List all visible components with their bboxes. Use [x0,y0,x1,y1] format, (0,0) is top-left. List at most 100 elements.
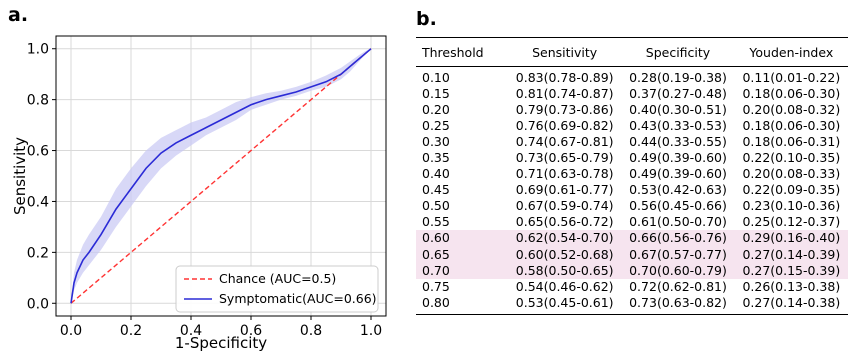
cell-sensitivity: 0.54(0.46-0.62) [508,279,621,295]
cell-specificity: 0.37(0.27-0.48) [621,86,734,102]
col-header-threshold: Threshold [416,38,508,67]
cell-threshold: 0.25 [416,118,508,134]
cell-sensitivity: 0.65(0.56-0.72) [508,214,621,230]
cell-sensitivity: 0.76(0.69-0.82) [508,118,621,134]
table-row: 0.10 0.83(0.78-0.89) 0.28(0.19-0.38) 0.11(0… [416,67,848,87]
cell-youden: 0.18(0.06-0.31) [735,134,848,150]
cell-sensitivity: 0.73(0.65-0.79) [508,150,621,166]
table-row: 0.75 0.54(0.46-0.62) 0.72(0.62-0.81) 0.26(0… [416,279,848,295]
table-row: 0.20 0.79(0.73-0.86) 0.40(0.30-0.51) 0.20(0… [416,102,848,118]
cell-threshold: 0.10 [416,67,508,87]
x-tick-label-1: 0.2 [120,323,142,339]
table-row: 0.25 0.76(0.69-0.82) 0.43(0.33-0.53) 0.18(0… [416,118,848,134]
y-tick-label-3: 0.6 [27,144,49,160]
x-tick-label-4: 0.8 [300,323,322,339]
cell-threshold: 0.75 [416,279,508,295]
cell-specificity: 0.28(0.19-0.38) [621,67,734,87]
legend: Chance (AUC=0.5) Symptomatic(AUC=0.66) [176,266,378,312]
cell-youden: 0.11(0.01-0.22) [735,67,848,87]
cell-sensitivity: 0.83(0.78-0.89) [508,67,621,87]
cell-threshold: 0.20 [416,102,508,118]
y-axis-title: Sensitivity [11,137,29,215]
table-row: 0.15 0.81(0.74-0.87) 0.37(0.27-0.48) 0.18(0… [416,86,848,102]
cell-specificity: 0.67(0.57-0.77) [621,247,734,263]
cell-specificity: 0.44(0.33-0.55) [621,134,734,150]
table-header-row: Threshold Sensitivity Specificity Youden… [416,38,848,67]
table-row: 0.65 0.60(0.52-0.68) 0.67(0.57-0.77) 0.27(0… [416,247,848,263]
cell-youden: 0.25(0.12-0.37) [735,214,848,230]
cell-specificity: 0.49(0.39-0.60) [621,166,734,182]
table-row: 0.55 0.65(0.56-0.72) 0.61(0.50-0.70) 0.25(0… [416,214,848,230]
x-axis-title: 1-Specificity [175,334,267,352]
cell-threshold: 0.40 [416,166,508,182]
cell-sensitivity: 0.81(0.74-0.87) [508,86,621,102]
cell-specificity: 0.70(0.60-0.79) [621,263,734,279]
cell-youden: 0.22(0.09-0.35) [735,182,848,198]
cell-sensitivity: 0.60(0.52-0.68) [508,247,621,263]
table-row: 0.50 0.67(0.59-0.74) 0.56(0.45-0.66) 0.23(0… [416,198,848,214]
legend-label-symptomatic: Symptomatic(AUC=0.66) [219,291,377,306]
cell-specificity: 0.66(0.56-0.76) [621,230,734,246]
cell-sensitivity: 0.79(0.73-0.86) [508,102,621,118]
cell-specificity: 0.49(0.39-0.60) [621,150,734,166]
table-row: 0.70 0.58(0.50-0.65) 0.70(0.60-0.79) 0.27(0… [416,263,848,279]
cell-sensitivity: 0.58(0.50-0.65) [508,263,621,279]
cell-specificity: 0.73(0.63-0.82) [621,295,734,315]
cell-specificity: 0.40(0.30-0.51) [621,102,734,118]
table-body: 0.10 0.83(0.78-0.89) 0.28(0.19-0.38) 0.11(0… [416,67,848,315]
col-header-specificity: Specificity [621,38,734,67]
col-header-youden: Youden-index [735,38,848,67]
table-row: 0.35 0.73(0.65-0.79) 0.49(0.39-0.60) 0.22(0… [416,150,848,166]
cell-youden: 0.27(0.14-0.38) [735,295,848,315]
cell-threshold: 0.55 [416,214,508,230]
cell-youden: 0.29(0.16-0.40) [735,230,848,246]
y-tick-label-0: 0.0 [27,296,49,312]
cell-sensitivity: 0.71(0.63-0.78) [508,166,621,182]
y-tick-label-1: 0.2 [27,245,49,261]
cell-youden: 0.20(0.08-0.32) [735,102,848,118]
cell-youden: 0.18(0.06-0.30) [735,118,848,134]
roc-chart: 0.0 0.2 0.4 0.6 0.8 1.0 0.0 0.2 0.4 0.6 0.8 1.0 1-S… [0,0,400,352]
cell-sensitivity: 0.53(0.45-0.61) [508,295,621,315]
table-row: 0.80 0.53(0.45-0.61) 0.73(0.63-0.82) 0.27(0… [416,295,848,315]
cell-specificity: 0.53(0.42-0.63) [621,182,734,198]
cell-threshold: 0.70 [416,263,508,279]
cell-youden: 0.18(0.06-0.30) [735,86,848,102]
cell-youden: 0.27(0.14-0.39) [735,247,848,263]
cell-youden: 0.22(0.10-0.35) [735,150,848,166]
cell-threshold: 0.45 [416,182,508,198]
cell-youden: 0.23(0.10-0.36) [735,198,848,214]
col-header-sensitivity: Sensitivity [508,38,621,67]
cell-specificity: 0.61(0.50-0.70) [621,214,734,230]
cell-sensitivity: 0.62(0.54-0.70) [508,230,621,246]
x-tick-label-0: 0.0 [60,323,82,339]
cell-threshold: 0.80 [416,295,508,315]
table-row: 0.60 0.62(0.54-0.70) 0.66(0.56-0.76) 0.29(0… [416,230,848,246]
cell-sensitivity: 0.74(0.67-0.81) [508,134,621,150]
x-tick-label-5: 1.0 [360,323,382,339]
y-tick-label-5: 1.0 [27,42,49,58]
cell-sensitivity: 0.67(0.59-0.74) [508,198,621,214]
cell-youden: 0.20(0.08-0.33) [735,166,848,182]
cell-specificity: 0.43(0.33-0.53) [621,118,734,134]
cell-youden: 0.26(0.13-0.38) [735,279,848,295]
cell-threshold: 0.50 [416,198,508,214]
cell-youden: 0.27(0.15-0.39) [735,263,848,279]
cell-threshold: 0.65 [416,247,508,263]
y-tick-label-2: 0.4 [27,194,49,210]
threshold-table: Threshold Sensitivity Specificity Youden… [416,37,848,315]
y-tick-label-4: 0.8 [27,93,49,109]
panel-label-b: b. [416,8,437,30]
chance-line [71,49,371,304]
table-row: 0.45 0.69(0.61-0.77) 0.53(0.42-0.63) 0.22(0… [416,182,848,198]
cell-specificity: 0.72(0.62-0.81) [621,279,734,295]
table-row: 0.30 0.74(0.67-0.81) 0.44(0.33-0.55) 0.18(0… [416,134,848,150]
cell-threshold: 0.15 [416,86,508,102]
cell-specificity: 0.56(0.45-0.66) [621,198,734,214]
cell-threshold: 0.30 [416,134,508,150]
legend-label-chance: Chance (AUC=0.5) [219,271,336,286]
cell-sensitivity: 0.69(0.61-0.77) [508,182,621,198]
cell-threshold: 0.60 [416,230,508,246]
cell-threshold: 0.35 [416,150,508,166]
table-row: 0.40 0.71(0.63-0.78) 0.49(0.39-0.60) 0.20(0… [416,166,848,182]
